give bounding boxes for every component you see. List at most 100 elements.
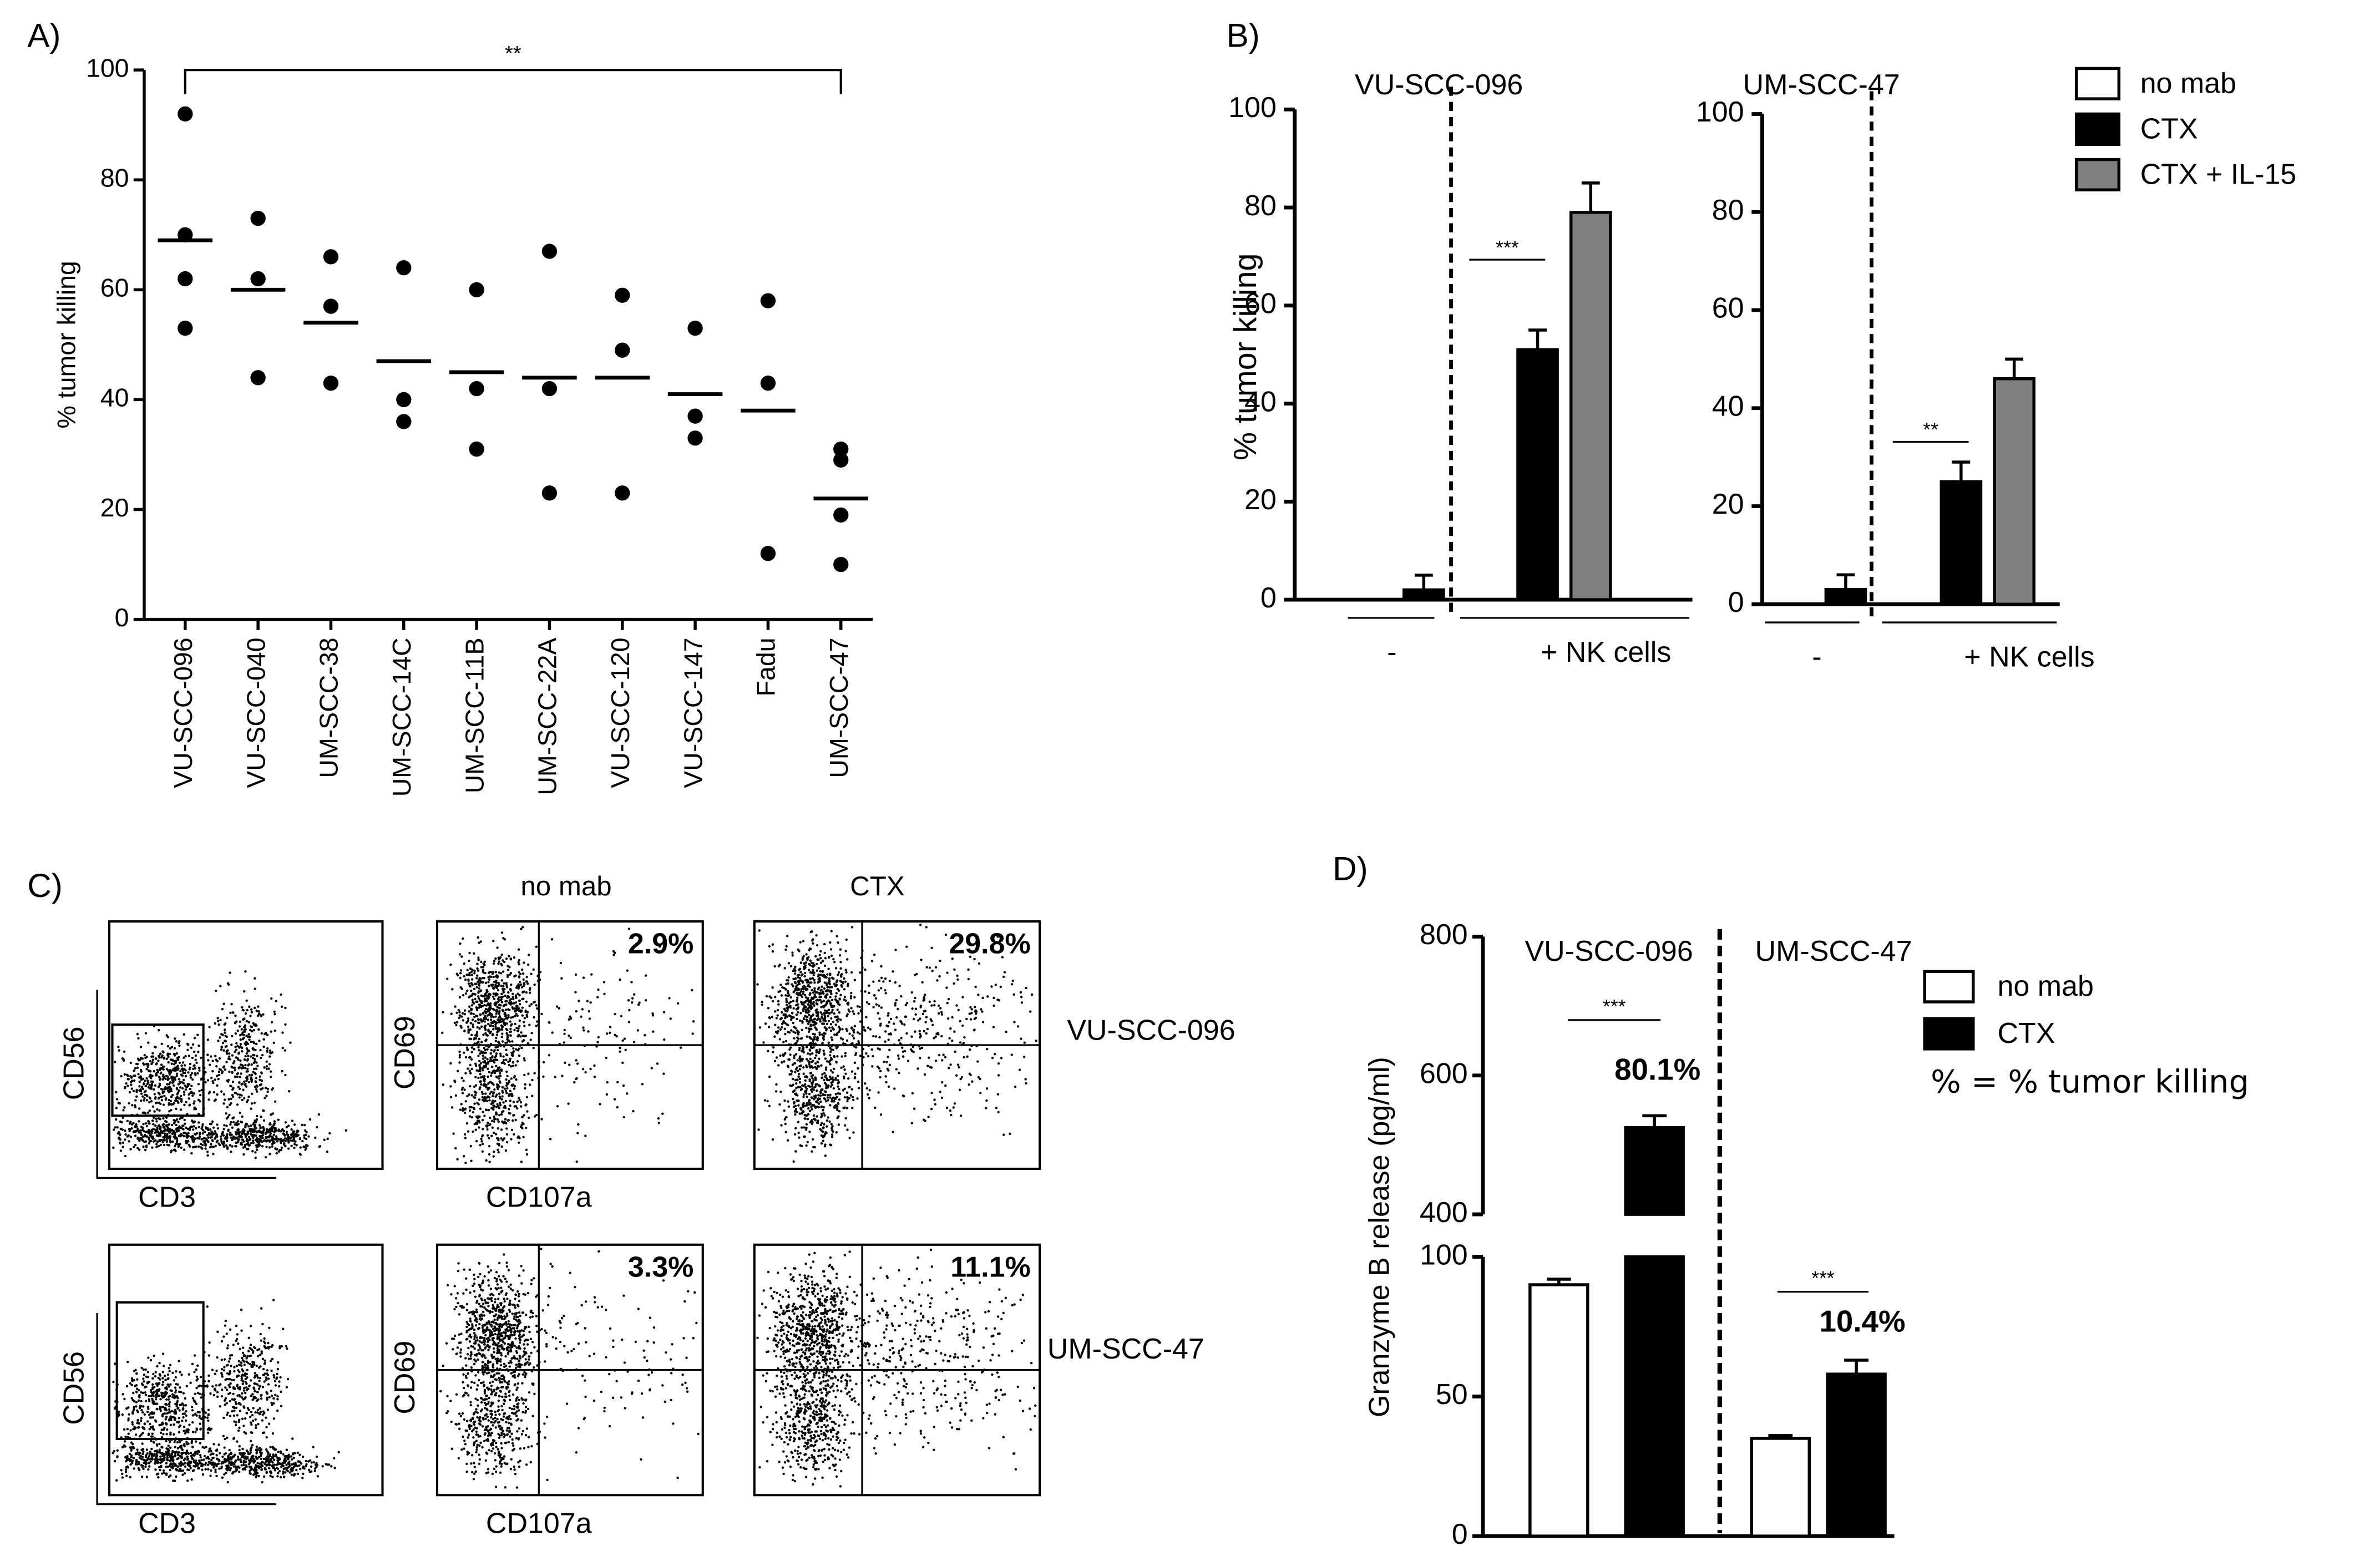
flow-event [135,1095,138,1098]
flow-event [189,1062,192,1066]
flow-event [148,1428,151,1431]
flow-event [848,1010,851,1013]
flow-event [256,1148,259,1152]
flow-event [816,1037,819,1040]
flow-event [790,1017,793,1020]
flow-event [222,1143,225,1146]
flow-event [840,1055,843,1058]
flow-event [526,1015,529,1018]
flow-event [839,974,843,977]
flow-event [826,984,828,987]
data-point [687,408,703,424]
flow-event [897,1007,899,1011]
flow-event [795,1082,798,1085]
flow-event [867,1055,870,1058]
flow-event [161,1138,165,1142]
flow-event [1029,1010,1032,1013]
flow-event [458,1014,461,1017]
flow-event [936,1032,939,1035]
flow-event [256,1055,259,1057]
flow-event [483,997,487,1000]
flow-event [614,1033,616,1036]
flow-event [628,1008,631,1012]
flow-event [831,1129,834,1132]
flow-event [950,1113,953,1117]
flow-event [794,1150,797,1153]
flow-event [284,1023,287,1026]
flow-event [589,1067,592,1071]
flow-event [464,992,468,995]
flow-event [262,1045,265,1048]
data-point [396,392,412,408]
flow-event [791,1011,794,1014]
flow-event [516,1049,520,1052]
flow-event [897,1057,900,1060]
flow-event [581,1068,585,1071]
flow-event [1011,979,1014,982]
flow-event [151,1119,154,1122]
flow-event [819,1100,822,1103]
flow-event [774,1090,778,1093]
flow-event [781,1026,783,1028]
flow-event [951,1039,954,1042]
flow-event [284,1145,287,1148]
flow-event [234,1123,236,1126]
flow-event [241,1098,244,1101]
flow-event [485,989,488,992]
flow-event [195,1375,199,1378]
flow-event [245,1139,248,1143]
flow-event [849,995,853,998]
flow-event [119,1142,122,1145]
flow-event [492,1083,495,1086]
flow-event [844,1072,847,1075]
flow-event [158,1124,161,1127]
flow-event [472,1130,474,1133]
flow-event [847,1077,850,1080]
flow-event [509,1031,512,1033]
flow-event [500,1024,503,1027]
bar [1402,588,1445,601]
flow-event [833,1100,835,1103]
flow-event [816,1122,819,1124]
flow-event [245,999,248,1002]
flow-event [524,1083,526,1086]
flow-event [829,1029,833,1032]
flow-event [820,1064,823,1067]
flow-event [152,1088,155,1091]
flow-event [180,1146,183,1149]
flow-event [778,964,781,966]
flow-event [802,1072,805,1075]
flow-event [256,1137,259,1140]
flow-event [514,1022,516,1026]
flow-event [500,954,503,956]
flow-event [526,963,530,966]
flow-event [944,1056,947,1059]
flow-event [809,1053,812,1056]
flow-event [816,962,818,966]
flow-event [123,1087,126,1089]
flow-event [470,1033,473,1036]
flow-event [153,1070,155,1073]
flow-event [504,1106,507,1109]
flow-event [829,1063,832,1066]
flow-event [788,994,791,997]
flow-event [206,1431,210,1434]
flow-event [785,1001,788,1003]
flow-event [138,1120,140,1123]
flow-event [801,1028,803,1031]
flow-event [145,1135,149,1138]
flow-event [191,1421,194,1424]
flow-event [152,1127,155,1131]
flow-event [807,1052,809,1055]
flow-event [193,1100,196,1103]
flow-event [192,1121,195,1124]
flow-event [926,1065,929,1067]
flow-event [181,1067,184,1070]
flow-event [507,1119,509,1122]
flow-event [468,951,471,955]
flow-event [175,1107,178,1111]
flow-event [496,993,499,996]
flow-event [971,1080,974,1083]
flow-event [479,1005,483,1008]
